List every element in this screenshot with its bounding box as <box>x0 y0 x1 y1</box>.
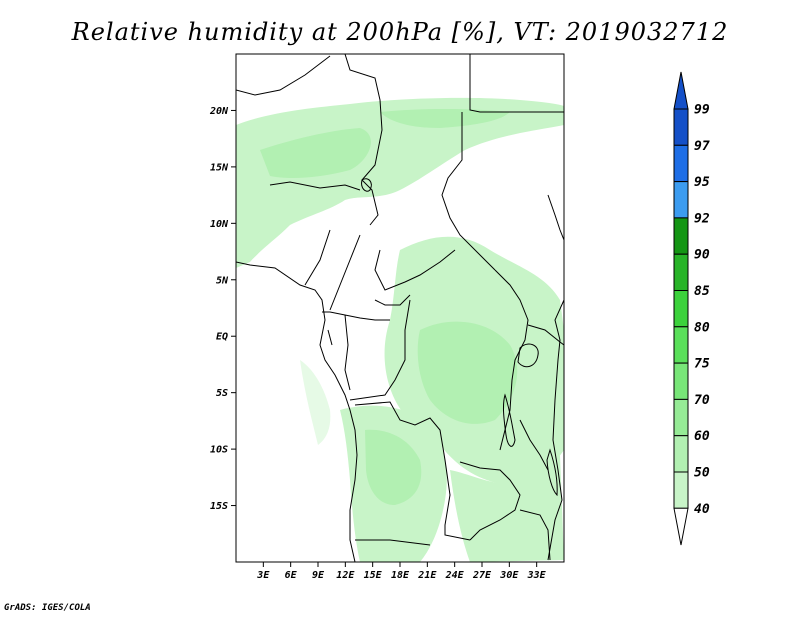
colorbar-segment <box>673 290 689 328</box>
colorbar-label: 95 <box>694 175 710 190</box>
colorbar-label: 90 <box>694 248 710 263</box>
colorbar-label: 80 <box>694 320 710 335</box>
border-sahara <box>236 54 383 226</box>
colorbar-label: 99 <box>694 103 710 118</box>
border-cameroon-car <box>329 234 456 311</box>
border-mozambique <box>519 509 551 561</box>
lat-tick-label: 10N <box>210 219 229 230</box>
longitude-axis: 3E 6E 9E 12E 15E 18E 21E 24E 27E 30E 33E <box>256 562 547 581</box>
border-gabon <box>322 311 333 346</box>
humidity-region-angola-coast <box>300 360 331 445</box>
lat-tick-label: 15S <box>210 501 228 512</box>
chart-title: Relative humidity at 200hPa [%], VT: 201… <box>71 18 729 46</box>
colorbar-label: 75 <box>694 357 710 372</box>
lon-tick-label: 30E <box>499 570 519 581</box>
lon-tick-label: 12E <box>336 570 355 581</box>
humidity-region-north <box>380 109 510 128</box>
humidity-fill-layer <box>236 97 564 562</box>
lake-malawi <box>546 448 558 497</box>
colorbar-label: 85 <box>694 284 710 299</box>
colorbar: 99 97 95 92 90 85 80 75 70 60 50 40 <box>673 71 710 546</box>
colorbar-segment <box>673 398 689 437</box>
lon-tick-label: 9E <box>312 570 325 581</box>
colorbar-segment <box>673 435 689 473</box>
lon-tick-label: 33E <box>527 570 547 581</box>
lon-tick-label: 15E <box>364 570 383 581</box>
lon-tick-label: 27E <box>472 570 492 581</box>
colorbar-label: 97 <box>694 139 710 154</box>
latitude-axis: 20N 15N 10N 5N EQ 5S 10S 15S <box>209 106 236 512</box>
colorbar-segment <box>673 326 689 364</box>
humidity-region-south-inner <box>365 429 422 505</box>
border-tanzania <box>519 324 564 471</box>
border-libya-egypt <box>469 54 564 113</box>
lake-victoria <box>517 343 539 368</box>
lat-tick-label: 10S <box>210 445 228 456</box>
border-sudan <box>441 112 496 271</box>
border-congo-drc <box>329 299 411 401</box>
colorbar-lower-arrow <box>673 507 689 546</box>
humidity-region-west-coast <box>236 195 269 262</box>
colorbar-segment <box>673 181 689 219</box>
lat-tick-label: 20N <box>209 106 229 117</box>
coastline-east-africa <box>547 299 564 561</box>
humidity-region-sahel-inner <box>260 128 371 178</box>
lat-tick-label: 5N <box>216 275 229 286</box>
colorbar-label: 40 <box>694 502 710 517</box>
colorbar-segment <box>673 217 689 255</box>
footer-credit: GrADS: IGES/COLA <box>4 603 91 613</box>
border-zambia <box>459 461 521 541</box>
colorbar-label: 60 <box>694 429 710 444</box>
lake-chad <box>361 178 372 192</box>
lon-tick-label: 24E <box>445 570 465 581</box>
border-angola <box>354 401 471 546</box>
humidity-region-southeast <box>450 454 564 562</box>
lat-tick-label: 5S <box>216 388 228 399</box>
lon-tick-label: 21E <box>417 570 437 581</box>
lat-tick-label: EQ <box>216 332 228 343</box>
lat-tick-label: 15N <box>210 162 229 173</box>
colorbar-segment <box>673 253 689 291</box>
colorbar-segment <box>673 471 689 509</box>
colorbar-label: 92 <box>694 211 710 226</box>
colorbar-label: 50 <box>694 466 710 481</box>
colorbar-segment <box>673 362 689 400</box>
colorbar-segment <box>673 144 689 183</box>
border-ethiopia <box>547 194 564 241</box>
country-borders <box>236 54 564 562</box>
colorbar-upper-arrow <box>673 71 689 110</box>
lon-tick-label: 6E <box>285 570 298 581</box>
lon-tick-label: 3E <box>256 570 270 581</box>
border-nigeria <box>269 181 361 286</box>
colorbar-label: 70 <box>694 393 710 408</box>
humidity-region-central-inner <box>417 321 518 424</box>
lake-tanganyika <box>502 393 516 447</box>
coastline-west-africa <box>236 261 358 562</box>
lon-tick-label: 18E <box>391 570 410 581</box>
colorbar-segment <box>673 108 689 146</box>
